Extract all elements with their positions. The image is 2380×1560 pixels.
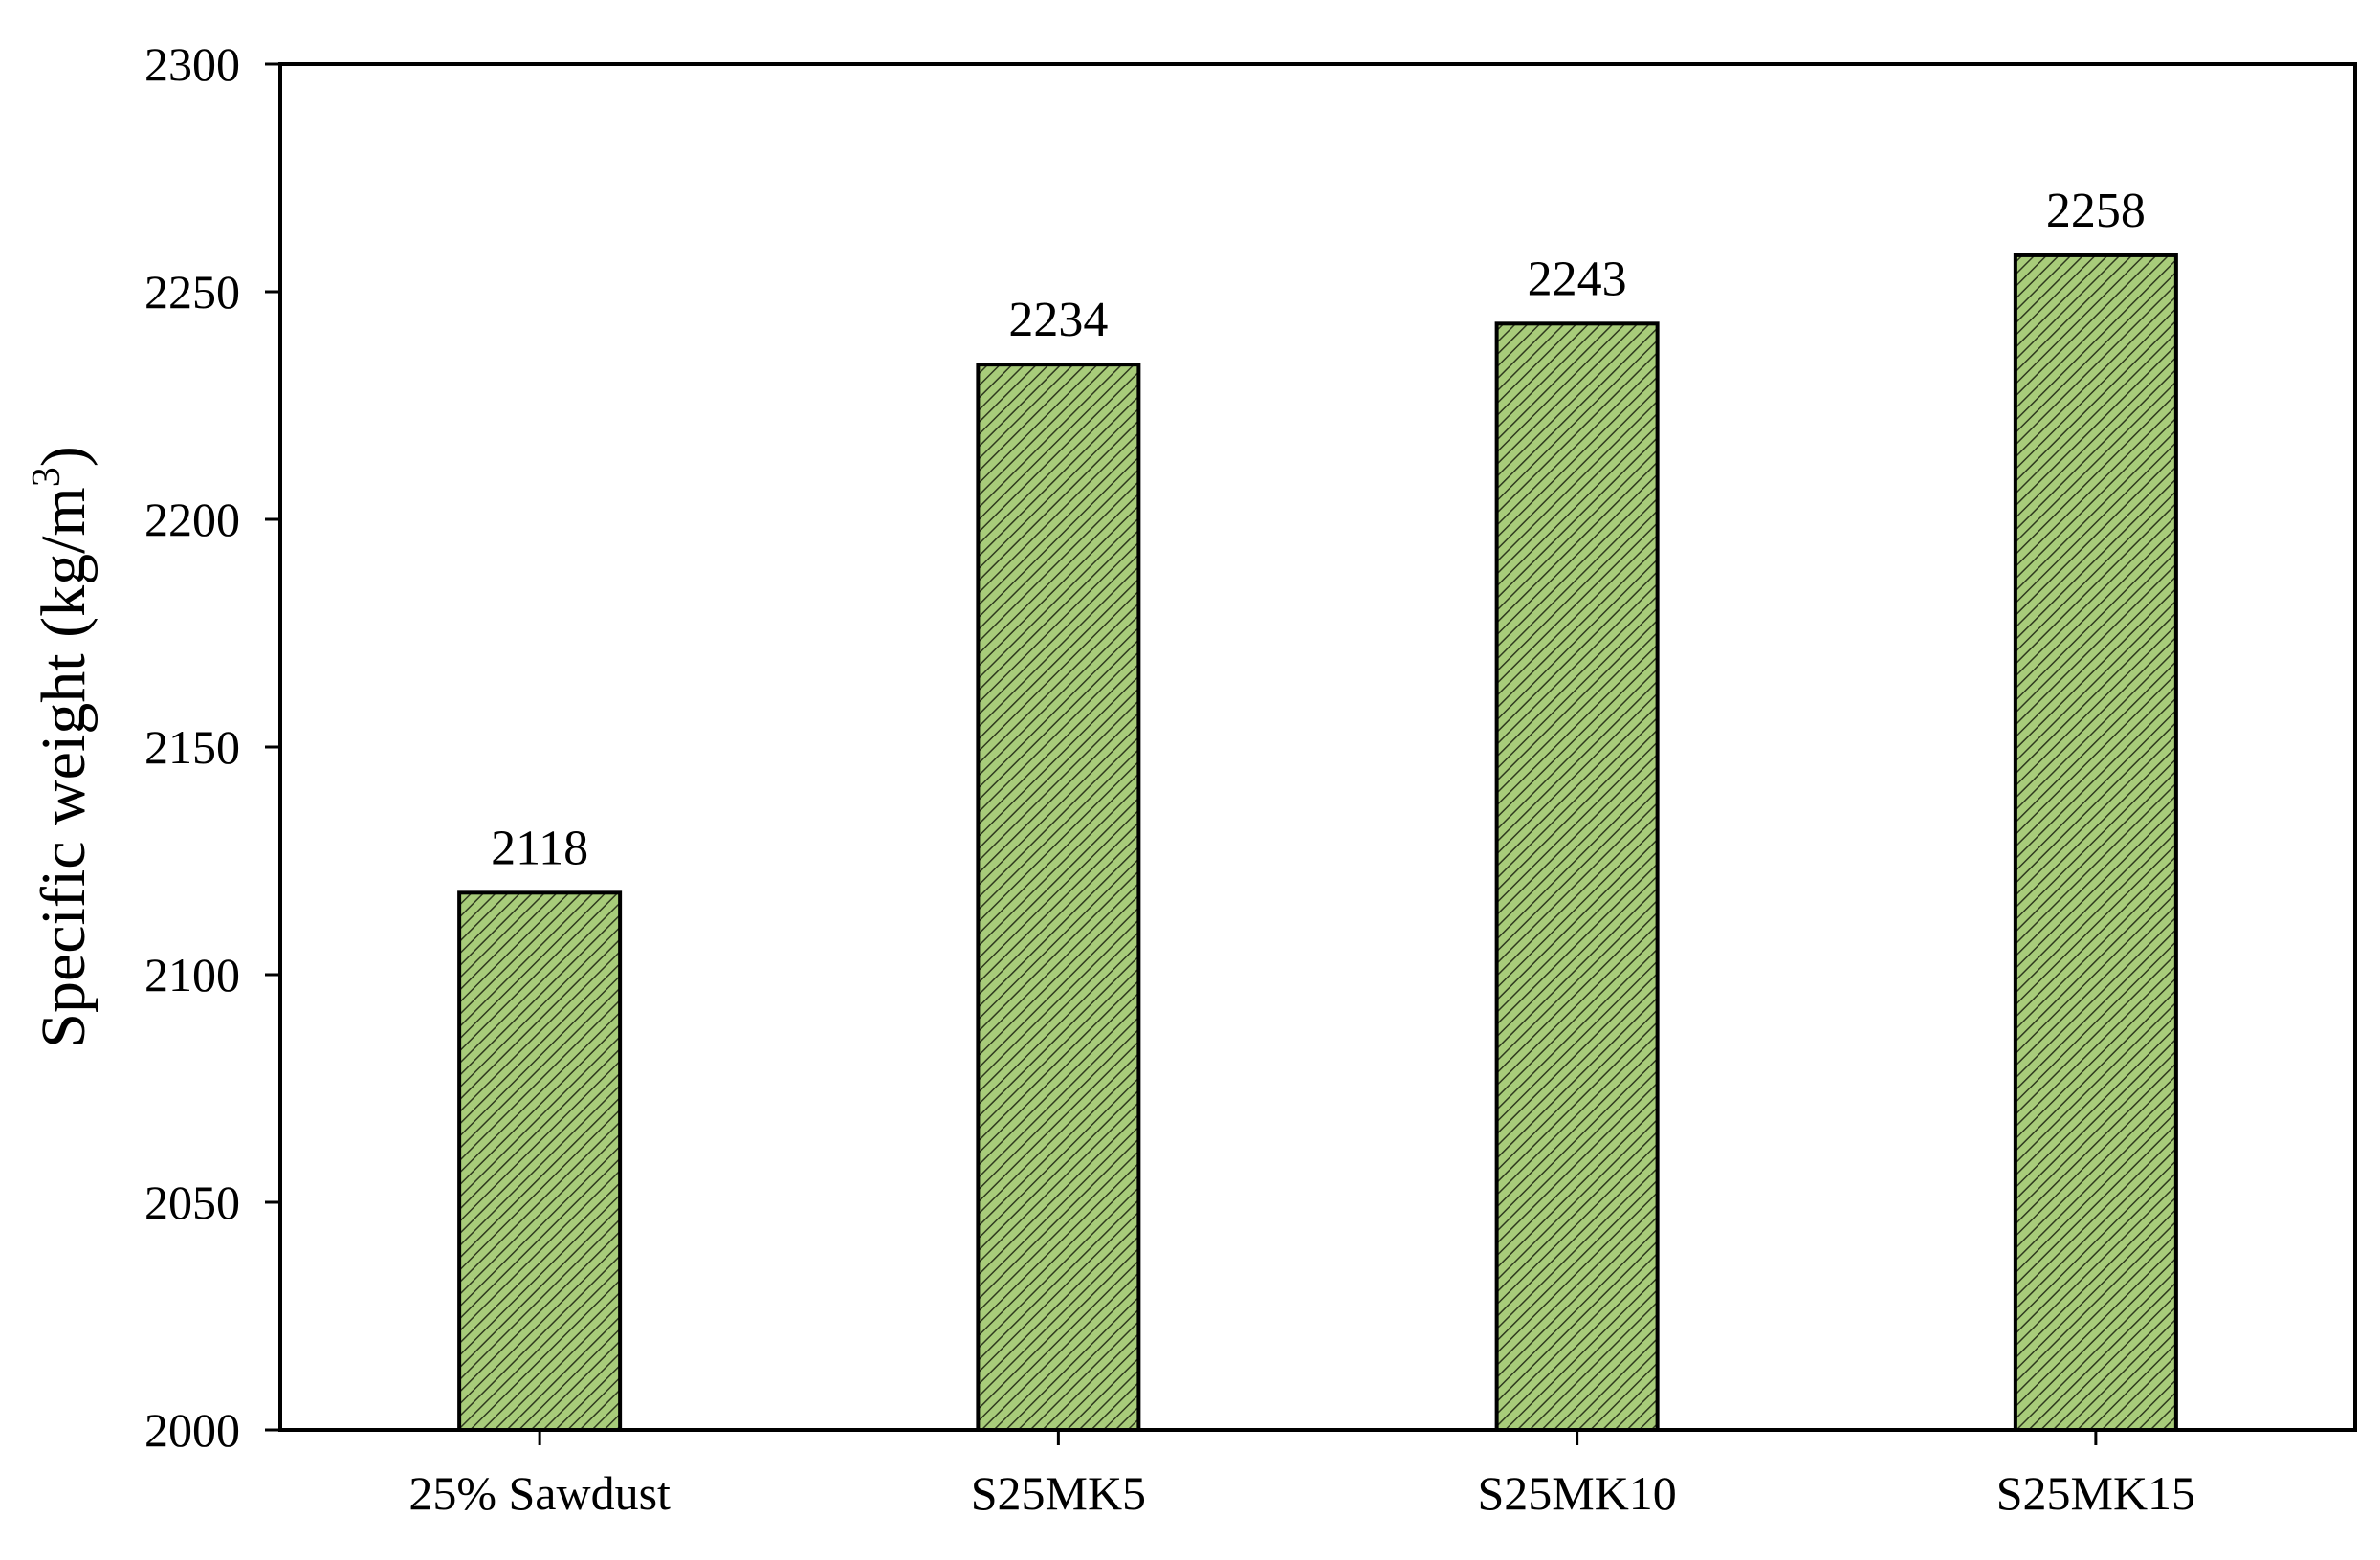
y-tick-label: 2200 (144, 493, 240, 546)
data-label: 2243 (1528, 252, 1627, 306)
bar-series (457, 253, 2178, 1433)
y-tick-label: 2300 (144, 37, 240, 91)
y-tick-label: 2050 (144, 1175, 240, 1229)
y-tick-label: 2250 (144, 265, 240, 319)
data-label: 2118 (491, 821, 588, 875)
data-label: 2258 (2046, 184, 2146, 238)
x-tick-label: S25MK15 (1996, 1466, 2195, 1520)
bar (976, 363, 1141, 1432)
y-tick-label: 2100 (144, 948, 240, 1001)
bar (1494, 321, 1660, 1433)
bar (457, 890, 623, 1432)
y-tick-label: 2150 (144, 720, 240, 774)
x-tick-label: S25MK10 (1477, 1466, 1676, 1520)
y-tick-label: 2000 (144, 1403, 240, 1457)
y-axis-title-superscript: 3 (25, 467, 69, 487)
bar (2013, 253, 2178, 1432)
data-label: 2234 (1008, 293, 1108, 347)
x-axis-ticks: 25% Sawdust S25MK5 S25MK10 S25MK15 (408, 1430, 2195, 1520)
y-axis-ticks: 2000 2050 2100 2150 2200 2250 2300 (144, 37, 280, 1457)
y-axis-title-main: Specific weight (kg/m (29, 487, 99, 1048)
x-tick-label: S25MK5 (971, 1466, 1146, 1520)
y-axis-title-closing: ) (29, 446, 99, 467)
y-axis-title: Specific weight (kg/m3) (25, 446, 99, 1048)
data-labels: 2118 2234 2243 2258 (491, 184, 2146, 875)
x-tick-label: 25% Sawdust (408, 1466, 671, 1520)
plot-frame (278, 62, 2357, 1432)
